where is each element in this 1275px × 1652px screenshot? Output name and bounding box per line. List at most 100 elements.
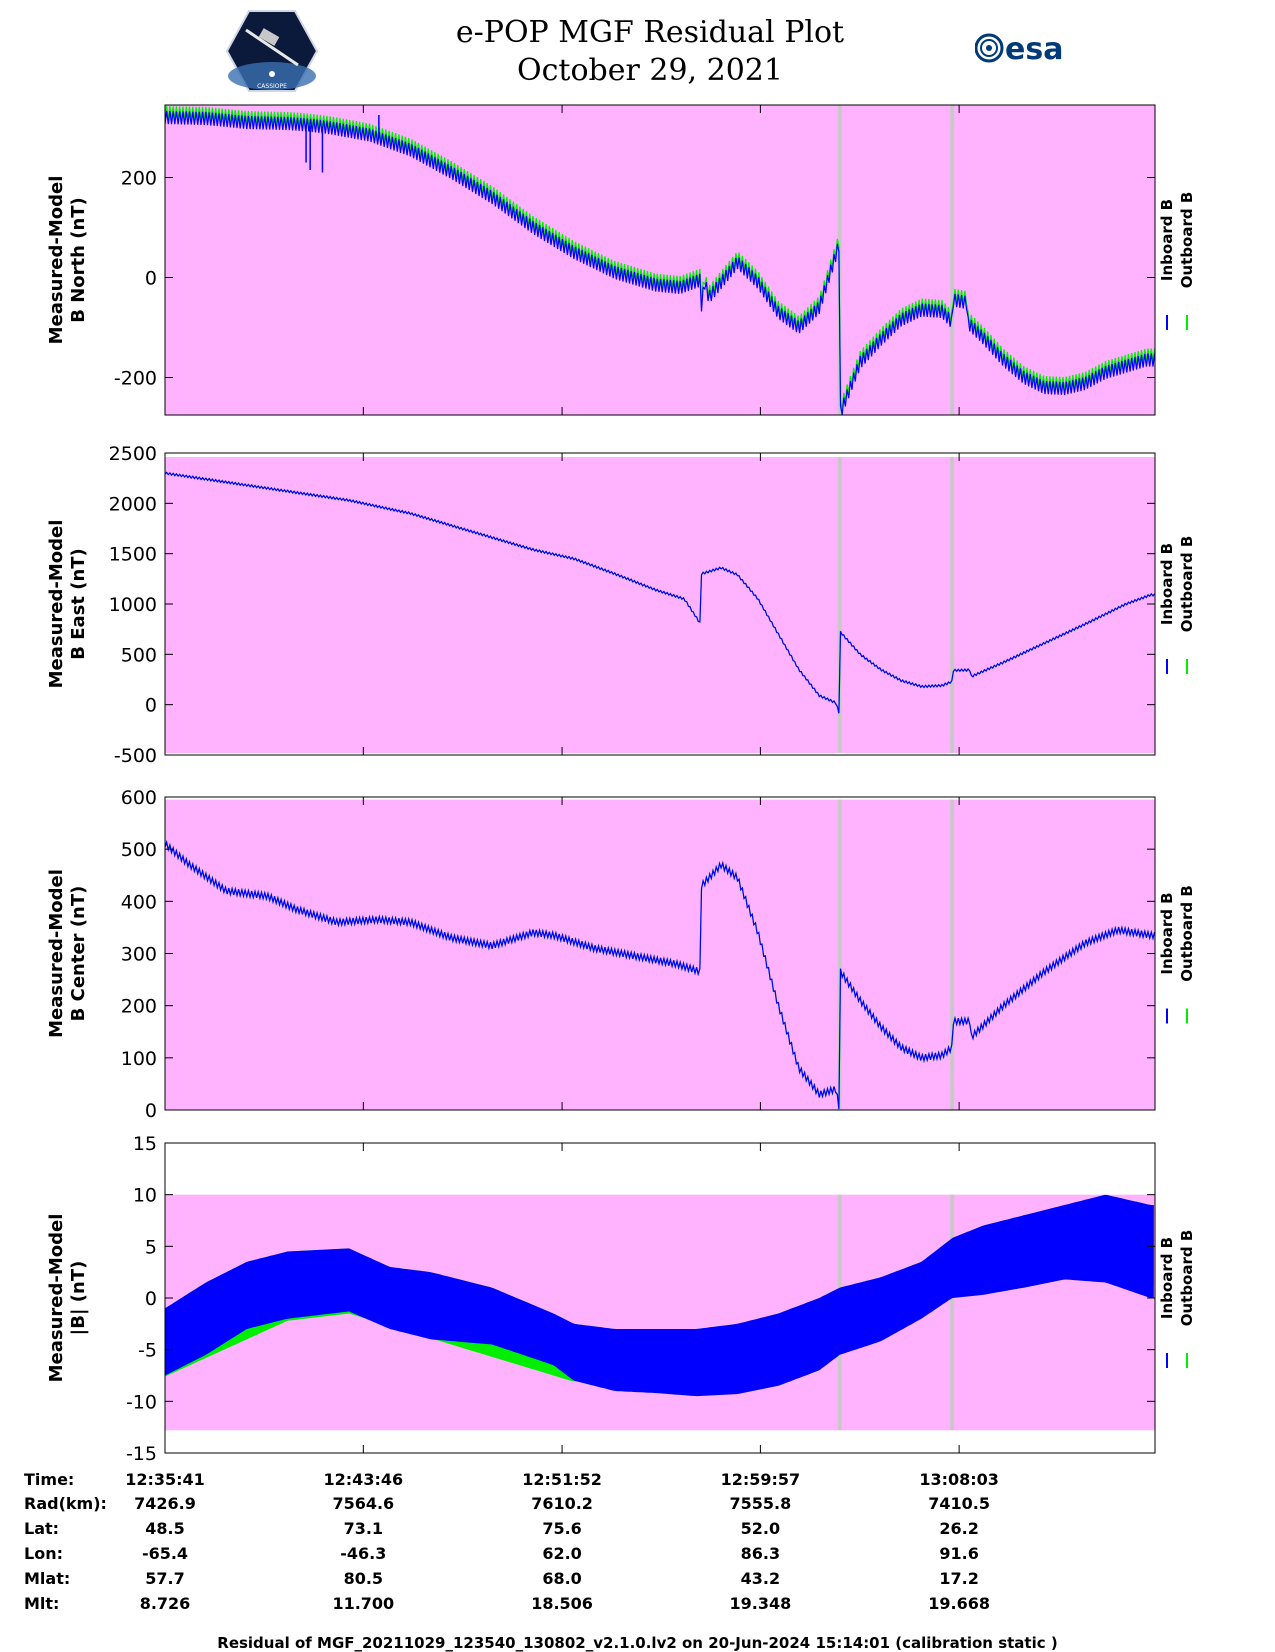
legend-label: Outboard B <box>1178 536 1196 633</box>
ephemeris-value: 7410.5 <box>928 1494 990 1513</box>
legend: Inboard B Outboard B <box>1158 885 1196 1024</box>
y-axis-label-line1: Measured-Model <box>46 520 67 689</box>
y-tick-label: 0 <box>145 1100 157 1122</box>
legend-label: Outboard B <box>1178 885 1196 982</box>
legend-label: Inboard B <box>1158 1237 1176 1319</box>
legend-label: Outboard B <box>1178 192 1196 289</box>
time-tick-label: 12:51:52 <box>522 1470 602 1489</box>
time-tick-label: 13:08:03 <box>919 1470 999 1489</box>
esa-logo: esa <box>975 32 1063 67</box>
ephemeris-value: -65.4 <box>142 1544 188 1563</box>
cassiope-logo: CASSIOPE <box>226 10 318 92</box>
ephemeris-value: 75.6 <box>542 1519 581 1538</box>
y-tick-label: -200 <box>114 368 157 390</box>
y-tick-label: 0 <box>145 268 157 290</box>
y-tick-label: -15 <box>126 1443 157 1465</box>
svg-text:CASSIOPE: CASSIOPE <box>257 83 287 90</box>
y-tick-label: -5 <box>138 1340 157 1362</box>
ephemeris-value: 7426.9 <box>134 1494 196 1513</box>
title-line-1: e-POP MGF Residual Plot <box>455 15 845 50</box>
plot-background <box>165 105 1155 415</box>
ephemeris-value: 7610.2 <box>531 1494 593 1513</box>
panel-1: -200 0 200 Measured-ModelB North (nT) Inboar… <box>46 104 1196 416</box>
legend-label: Inboard B <box>1158 199 1176 281</box>
plot-background <box>165 799 1155 1110</box>
y-tick-label: -500 <box>114 745 157 767</box>
y-tick-label: 300 <box>121 944 157 966</box>
y-axis-label-line2: B Center (nT) <box>68 886 89 1022</box>
y-tick-label: 600 <box>121 787 157 809</box>
ephemeris-value: 18.506 <box>531 1594 593 1613</box>
ephemeris-value: 73.1 <box>344 1519 383 1538</box>
inboard-b-line <box>164 110 1156 415</box>
ephemeris-value: 80.5 <box>344 1569 383 1588</box>
ephemeris-row-label: Mlt: <box>24 1594 59 1613</box>
ephemeris-value: 26.2 <box>939 1519 978 1538</box>
time-tick-label: 12:43:46 <box>324 1470 404 1489</box>
legend-label: Inboard B <box>1158 543 1176 625</box>
y-tick-label: 15 <box>133 1133 157 1155</box>
ephemeris-row-label: Lat: <box>24 1519 59 1538</box>
svg-text:esa: esa <box>1005 32 1063 67</box>
ephemeris-value: 68.0 <box>542 1569 581 1588</box>
ephemeris-value: 86.3 <box>741 1544 780 1563</box>
inboard-b-band <box>165 1194 1154 1397</box>
legend: Inboard B Outboard B <box>1158 536 1196 674</box>
y-tick-label: 0 <box>145 1288 157 1310</box>
y-tick-label: 200 <box>121 996 157 1018</box>
ephemeris-table: Time: Rad(km): Lat: Lon: Mlat: Mlt: 12:35:41 74… <box>24 1470 999 1613</box>
y-axis-label-line1: Measured-Model <box>46 869 67 1038</box>
legend-label: Outboard B <box>1178 1230 1196 1327</box>
time-tick-label: 12:35:41 <box>125 1470 205 1489</box>
inboard-b-line <box>164 839 1156 1110</box>
inboard-b-line <box>164 471 1156 714</box>
y-tick-label: 1500 <box>109 544 157 566</box>
ephemeris-value: 48.5 <box>145 1519 184 1538</box>
y-tick-label: 500 <box>121 839 157 861</box>
y-axis-label: Measured-ModelB Center (nT) <box>46 869 89 1038</box>
y-tick-label: 100 <box>121 1048 157 1070</box>
ephemeris-row-label: Rad(km): <box>24 1494 107 1513</box>
y-axis-label-line2: B East (nT) <box>68 548 89 660</box>
ephemeris-value: -46.3 <box>340 1544 386 1563</box>
y-tick-label: 5 <box>145 1236 157 1258</box>
panel-3: 0 100 200 300 400 500 600 Measured-ModelB Cente… <box>46 787 1196 1122</box>
footer-caption: Residual of MGF_20211029_123540_130802_v… <box>217 1634 1058 1652</box>
y-tick-label: 200 <box>121 168 157 190</box>
legend: Inboard B Outboard B <box>1158 1230 1196 1368</box>
y-axis-label-line1: Measured-Model <box>46 1214 67 1383</box>
legend-label: Inboard B <box>1158 892 1176 974</box>
y-axis-label: Measured-ModelB North (nT) <box>46 176 89 345</box>
outboard-b-line <box>164 105 1156 410</box>
y-tick-label: 2000 <box>109 493 157 515</box>
axes-frame <box>164 104 1156 416</box>
y-tick-label: 1000 <box>109 594 157 616</box>
chart-title: e-POP MGF Residual Plot October 29, 2021 <box>400 14 900 90</box>
panel-4: -15 -10 -5 0 5 10 15 Measured-Model|B| (nT) Inbo… <box>46 1133 1196 1465</box>
plot-background <box>165 457 1155 753</box>
ephemeris-value: 91.6 <box>939 1544 978 1563</box>
ephemeris-value: 19.348 <box>730 1594 792 1613</box>
y-tick-label: -10 <box>126 1391 157 1413</box>
ephemeris-row-label: Time: <box>24 1470 74 1489</box>
ephemeris-row-label: Lon: <box>24 1544 63 1563</box>
ephemeris-value: 62.0 <box>542 1544 581 1563</box>
y-tick-label: 500 <box>121 644 157 666</box>
ephemeris-value: 7555.8 <box>730 1494 792 1513</box>
time-tick-label: 12:59:57 <box>721 1470 801 1489</box>
y-axis-label-line2: |B| (nT) <box>68 1261 89 1336</box>
ephemeris-value: 11.700 <box>332 1594 394 1613</box>
ephemeris-value: 43.2 <box>741 1569 780 1588</box>
y-axis-label: Measured-ModelB East (nT) <box>46 520 89 689</box>
ephemeris-row-label: Mlat: <box>24 1569 70 1588</box>
y-axis-label: Measured-Model|B| (nT) <box>46 1214 89 1383</box>
y-tick-label: 0 <box>145 695 157 717</box>
ephemeris-value: 7564.6 <box>332 1494 394 1513</box>
y-tick-label: 2500 <box>109 443 157 465</box>
panel-2: -500 0 500 1000 1500 2000 2500 Measured-ModelB … <box>46 443 1196 767</box>
legend: Inboard B Outboard B <box>1158 192 1196 330</box>
title-line-2: October 29, 2021 <box>517 53 783 88</box>
ephemeris-value: 17.2 <box>939 1569 978 1588</box>
y-tick-label: 400 <box>121 891 157 913</box>
